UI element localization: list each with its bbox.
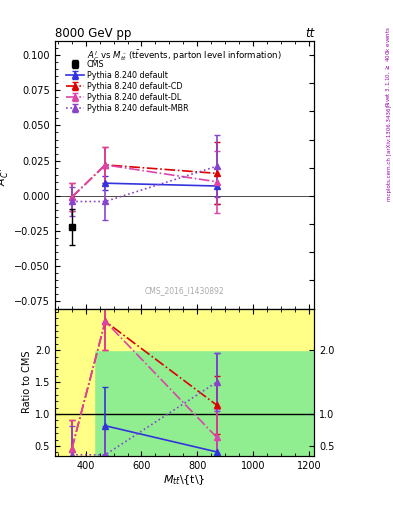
Text: CMS_2016_I1430892: CMS_2016_I1430892 — [145, 286, 224, 295]
Bar — [55, 309, 94, 456]
Text: mcplots.cern.ch [arXiv:1306.3436]: mcplots.cern.ch [arXiv:1306.3436] — [387, 106, 392, 201]
Text: Rivet 3.1.10, $\geq$ 400k events: Rivet 3.1.10, $\geq$ 400k events — [384, 26, 392, 107]
Bar — [55, 309, 314, 350]
Text: 8000 GeV pp: 8000 GeV pp — [55, 27, 131, 40]
Legend: CMS, Pythia 8.240 default, Pythia 8.240 default-CD, Pythia 8.240 default-DL, Pyt: CMS, Pythia 8.240 default, Pythia 8.240 … — [64, 58, 190, 115]
Text: $A_C^l$ vs $M_{t\bar{t}}$ (t$\bar{t}$events, parton level information): $A_C^l$ vs $M_{t\bar{t}}$ (t$\bar{t}$eve… — [87, 49, 282, 65]
Text: tt: tt — [305, 27, 314, 40]
Y-axis label: $A_C^{lep}$: $A_C^{lep}$ — [0, 163, 11, 186]
Bar — [55, 309, 314, 456]
Y-axis label: Ratio to CMS: Ratio to CMS — [22, 351, 32, 413]
X-axis label: $M_{t\bar{t}}$\{t\}: $M_{t\bar{t}}$\{t\} — [163, 473, 206, 487]
